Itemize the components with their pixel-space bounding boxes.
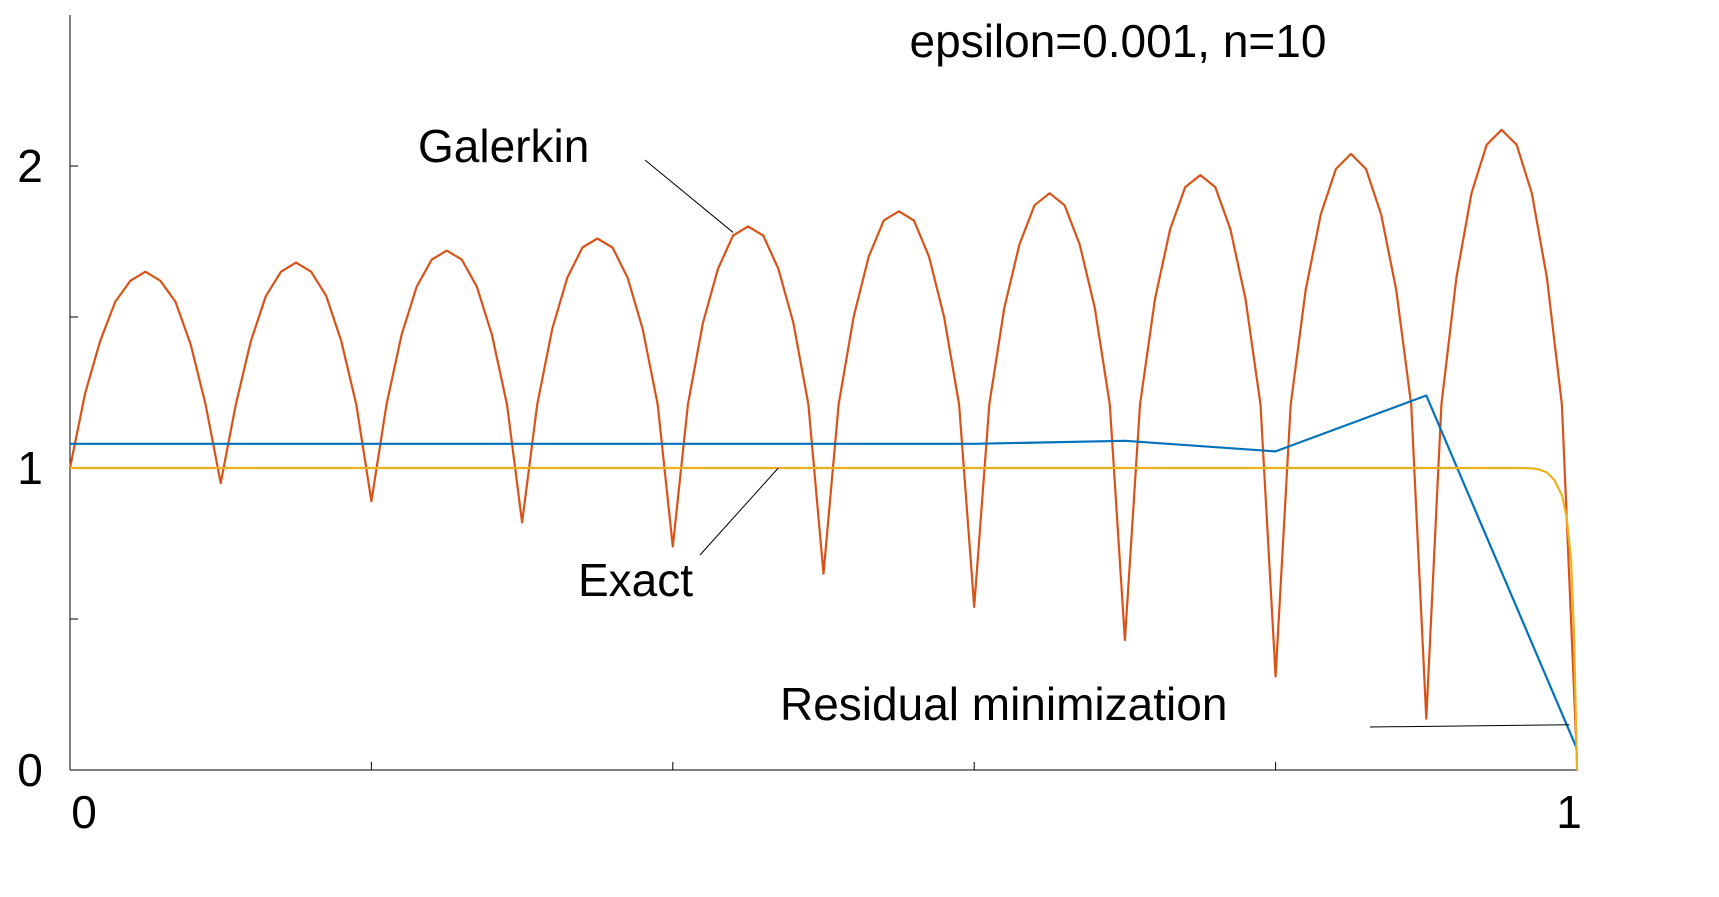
x-tick-label: 1 bbox=[1556, 786, 1582, 838]
leader-galerkin bbox=[644, 159, 734, 233]
leader-residual-minimization bbox=[1369, 724, 1570, 728]
axis-tick-labels: 0 1 0 1 2 bbox=[17, 140, 1582, 838]
annotation-exact: Exact bbox=[578, 554, 693, 606]
y-tick-label: 2 bbox=[17, 140, 43, 192]
axes bbox=[69, 15, 1577, 771]
galerkin-line bbox=[68, 128, 1579, 761]
annotation-galerkin: Galerkin bbox=[418, 120, 589, 172]
exact-line bbox=[70, 466, 1579, 771]
y-tick-label: 0 bbox=[17, 744, 43, 796]
chart-title: epsilon=0.001, n=10 bbox=[910, 15, 1327, 67]
annotation-residual-minimization: Residual minimization bbox=[780, 678, 1227, 730]
series-lines bbox=[68, 128, 1579, 771]
y-tick-label: 1 bbox=[17, 442, 43, 494]
x-tick-label: 0 bbox=[71, 786, 97, 838]
annotation-leaders bbox=[644, 159, 1570, 728]
residual-minimization-line bbox=[70, 394, 1579, 750]
leader-exact bbox=[699, 467, 779, 556]
